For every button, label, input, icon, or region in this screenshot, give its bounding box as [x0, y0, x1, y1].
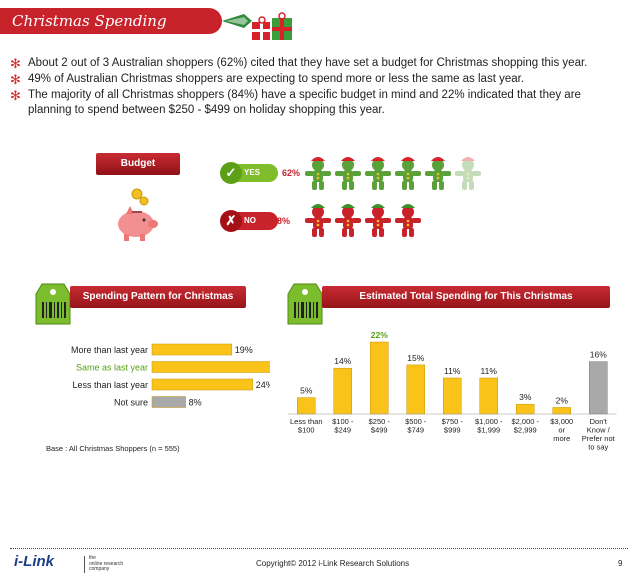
footer-divider — [10, 548, 628, 549]
category-label: $500 - — [405, 417, 427, 426]
category-label: $750 - — [442, 417, 464, 426]
category-label: more — [553, 434, 570, 443]
bar — [589, 361, 608, 415]
no-badge: ✗ NO — [220, 210, 278, 232]
value-label: 11% — [481, 366, 498, 376]
category-label: $3,000 — [550, 417, 573, 426]
value-label: 16% — [590, 350, 607, 360]
category-label: $100 - — [332, 417, 354, 426]
bar — [479, 377, 498, 415]
bar — [516, 403, 535, 415]
category-label: $100 — [298, 426, 315, 435]
category-label: to say — [588, 443, 608, 452]
price-tag-icon — [287, 283, 323, 325]
bar — [151, 378, 254, 391]
value-label: 3% — [519, 392, 532, 402]
gingerbread-icon — [365, 204, 391, 237]
value-label: 19% — [235, 345, 253, 355]
bar — [552, 407, 571, 415]
category-label: $2,999 — [514, 426, 537, 435]
bar — [151, 343, 233, 356]
page-number: 9 — [618, 559, 623, 568]
gingerbread-icon — [425, 157, 451, 190]
bar — [297, 397, 316, 415]
category-label: Know / — [587, 426, 611, 435]
value-label: 8% — [189, 398, 202, 408]
estimated-spending-chart: 5% Less than$100 14% $100 -$249 22% $250 -$49… — [288, 330, 617, 452]
value-label: 11% — [444, 366, 461, 376]
finding-item: ✻ 49% of Australian Christmas shoppers ar… — [10, 72, 525, 87]
bar — [151, 396, 186, 408]
gingerbread-icon — [305, 157, 331, 190]
gingerbread-icon — [395, 157, 421, 190]
category-label: Prefer not — [582, 434, 616, 443]
gift-boxes-icon — [252, 12, 292, 40]
bar — [443, 377, 462, 415]
snowflake-icon: ✻ — [10, 88, 21, 103]
price-tag-icon — [35, 283, 71, 325]
gingerbread-icon — [335, 204, 361, 237]
gingerbread-icon — [395, 204, 421, 237]
gingerbread-icon — [455, 157, 481, 190]
page-title: Christmas Spending Intentions — [0, 8, 222, 56]
gingerbread-icon — [365, 157, 391, 190]
category-label: $2,000 - — [511, 417, 539, 426]
category-label: $1,999 — [477, 426, 500, 435]
category-label: Less than last year — [72, 380, 148, 390]
value-label: 24% — [256, 380, 270, 390]
bar — [151, 361, 270, 373]
base-note: Base : All Christmas Shoppers (n = 555) — [46, 444, 180, 453]
category-label: Don't — [590, 417, 608, 426]
bar — [406, 364, 425, 415]
category-label: More than last year — [71, 345, 148, 355]
check-icon: ✓ — [220, 162, 242, 184]
category-label: Less than — [290, 417, 323, 426]
value-label: 14% — [334, 356, 351, 366]
bar — [333, 367, 352, 415]
value-label: 22% — [371, 330, 388, 340]
category-label: or — [558, 426, 565, 435]
yes-percent: 62% — [282, 168, 301, 178]
gingerbread-icon — [335, 157, 361, 190]
value-label: 15% — [407, 353, 424, 363]
copyright-text: Copyright© 2012 i-Link Research Solution… — [256, 559, 410, 568]
finding-item: ✻ The majority of all Christmas shoppers … — [10, 88, 581, 116]
bar — [370, 341, 389, 415]
arrow-decoration-icon — [222, 14, 252, 28]
snowflake-icon: ✻ — [10, 72, 21, 87]
yes-badge: ✓ YES — [220, 162, 278, 184]
spending-pattern-header: Spending Pattern for Christmas — [70, 286, 246, 308]
snowflake-icon: ✻ — [10, 56, 21, 71]
category-label: $749 — [407, 426, 424, 435]
category-label: $249 — [334, 426, 351, 435]
category-label: $499 — [371, 426, 388, 435]
value-label: 5% — [300, 386, 313, 396]
no-percent: 38% — [272, 216, 291, 226]
category-label: $999 — [444, 426, 461, 435]
cross-icon: ✗ — [220, 210, 242, 232]
category-label: $1,000 - — [475, 417, 503, 426]
estimated-spending-header: Estimated Total Spending for This Christ… — [322, 286, 610, 308]
ilink-logo: i-Link — [14, 553, 54, 570]
value-label: 2% — [556, 395, 569, 405]
logo-tagline: the online research company — [84, 555, 123, 573]
category-label: Same as last year — [76, 363, 148, 373]
key-findings: ✻ About 2 out of 3 Australian shoppers (6… — [10, 56, 610, 119]
piggy-bank-icon — [118, 188, 158, 241]
gingerbread-icon — [305, 204, 331, 237]
finding-item: ✻ About 2 out of 3 Australian shoppers (6… — [10, 56, 588, 71]
category-label: $250 - — [369, 417, 391, 426]
category-label: Not sure — [114, 398, 148, 408]
budget-label: Budget — [96, 153, 180, 175]
